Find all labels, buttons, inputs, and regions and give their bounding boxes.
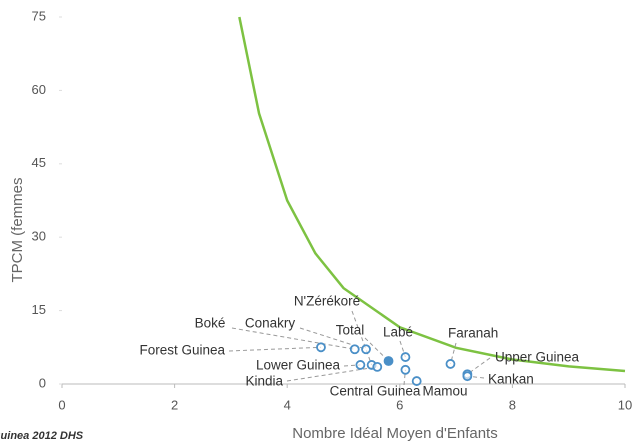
point	[316, 342, 326, 353]
point-label: Upper Guinea	[495, 350, 580, 365]
point	[361, 344, 371, 355]
y-tick-label: 75	[32, 8, 46, 23]
leader-line	[449, 342, 457, 365]
leader-line	[343, 364, 361, 367]
leader-line	[364, 337, 389, 362]
y-tick-label: 30	[32, 229, 46, 244]
point	[400, 352, 411, 362]
x-tick-label: 10	[618, 397, 632, 412]
leader-line	[351, 310, 373, 366]
point	[372, 361, 383, 372]
point-label: Lower Guinea	[256, 358, 341, 373]
x-tick-label: 8	[509, 397, 516, 412]
point-label: Mamou	[422, 384, 467, 399]
leader-line	[403, 369, 406, 386]
y-tick-label: 45	[32, 155, 46, 170]
point	[400, 364, 411, 375]
x-tick-label: 2	[171, 397, 178, 412]
x-axis-title: Nombre Idéal Moyen d'Enfants	[292, 425, 497, 442]
point-label: Conakry	[245, 316, 296, 331]
y-tick-label: 15	[32, 302, 46, 317]
leader-line	[467, 375, 485, 379]
leader-line	[286, 366, 378, 382]
point-label: Forest Guinea	[139, 343, 225, 358]
point-label: Total	[336, 323, 365, 338]
point	[349, 344, 360, 355]
source-note: Guinea 2012 DHS	[0, 430, 84, 442]
point	[383, 356, 394, 366]
x-tick-label: 4	[284, 397, 291, 412]
x-tick-label: 6	[396, 397, 403, 412]
curve	[238, 16, 626, 373]
point-label: Boké	[195, 316, 226, 331]
y-tick-label: 0	[39, 375, 46, 390]
y-axis-title: TPCM (femmes	[9, 178, 26, 283]
y-tick-label: 60	[32, 82, 46, 97]
x-tick-label: 0	[58, 397, 65, 412]
point	[462, 371, 473, 382]
point-label: Kankan	[488, 372, 534, 387]
point	[411, 376, 422, 386]
point-label: Central Guinea	[330, 384, 421, 399]
point-label: Kindia	[245, 374, 283, 389]
point	[355, 360, 366, 370]
point-label: Labé	[383, 325, 413, 340]
point-label: N'Zérékoré	[294, 294, 360, 309]
leader-line	[228, 346, 322, 352]
point-label: Faranah	[448, 326, 498, 341]
point	[445, 359, 456, 369]
